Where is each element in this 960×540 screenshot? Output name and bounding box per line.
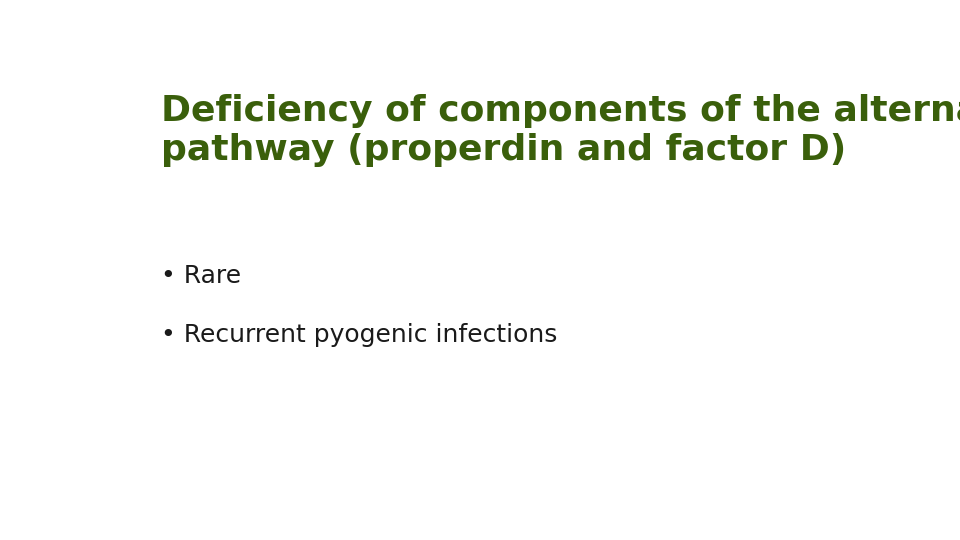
Text: Deficiency of components of the alternative
pathway (properdin and factor D): Deficiency of components of the alternat… — [161, 94, 960, 167]
Text: • Rare: • Rare — [161, 265, 241, 288]
Text: • Recurrent pyogenic infections: • Recurrent pyogenic infections — [161, 322, 558, 347]
